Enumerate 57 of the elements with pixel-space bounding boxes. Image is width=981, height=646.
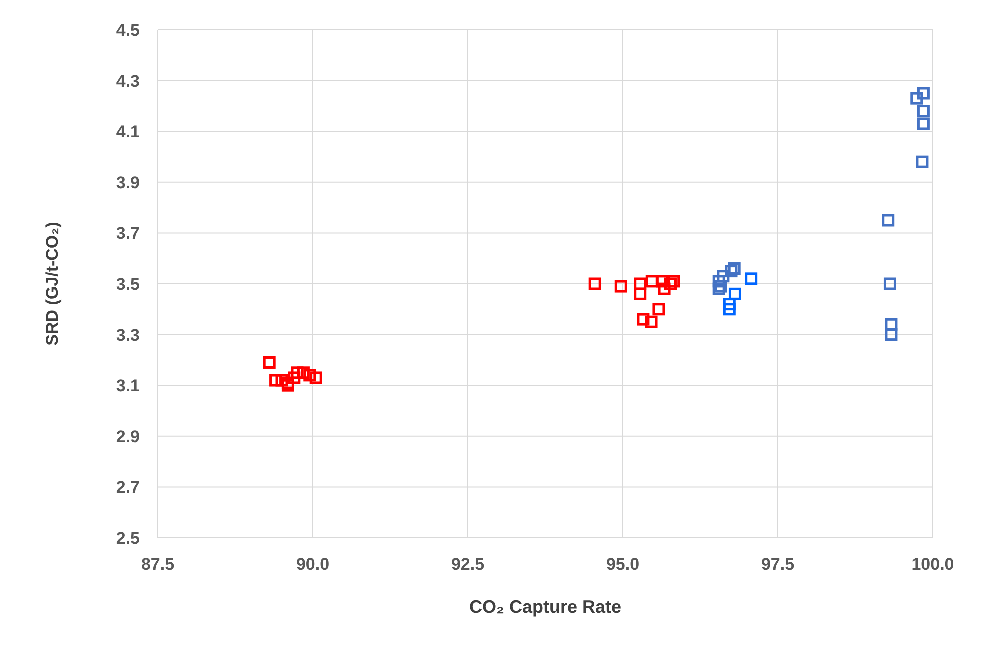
point [712, 282, 726, 296]
y-tick-label: 4.3 [116, 72, 140, 91]
point [884, 278, 896, 290]
point [728, 262, 741, 276]
point [885, 328, 898, 342]
y-tick-label: 2.5 [116, 529, 140, 548]
x-tick-label: 95.0 [606, 555, 640, 574]
y-tick-label: 3.7 [116, 224, 140, 244]
point [288, 372, 301, 384]
point [276, 374, 288, 387]
point [664, 278, 677, 290]
y-axis-title: SRD (GJ/t-CO₂) [43, 222, 62, 346]
point [712, 275, 726, 288]
point [745, 272, 758, 286]
y-tick-label: 3.5 [116, 275, 140, 294]
y-tick-label: 3.3 [116, 326, 140, 345]
point [885, 318, 898, 331]
point [668, 275, 680, 288]
y-tick-label: 3.1 [116, 376, 140, 396]
point [658, 282, 671, 296]
point [614, 280, 628, 293]
point [646, 275, 658, 288]
point [291, 366, 304, 380]
x-axis-title: CO₂ Capture Rate [469, 597, 622, 617]
point [263, 356, 276, 369]
point [917, 87, 930, 100]
point [717, 270, 730, 283]
point [634, 278, 647, 290]
y-tick-label: 4.1 [116, 122, 140, 142]
point [297, 366, 310, 380]
point [652, 303, 666, 316]
point [714, 280, 728, 293]
point [304, 369, 316, 382]
point [916, 156, 929, 168]
point [882, 214, 895, 227]
point [917, 118, 930, 130]
point [637, 313, 650, 326]
point [310, 372, 322, 384]
point [588, 278, 602, 290]
point [728, 288, 742, 300]
x-tick-label: 92.5 [451, 555, 485, 574]
x-tick-label: 97.5 [761, 555, 795, 574]
x-tick-label: 100.0 [912, 555, 954, 574]
y-tick-label: 3.9 [116, 173, 140, 192]
point [634, 288, 647, 300]
point [270, 374, 282, 387]
point [723, 303, 736, 316]
x-tick-label: 87.5 [141, 555, 175, 574]
y-tick-label: 2.9 [116, 427, 140, 446]
point [917, 105, 930, 118]
point [910, 92, 924, 105]
point [725, 265, 738, 278]
x-tick-label: 90.0 [296, 555, 330, 574]
point [645, 316, 658, 328]
point [723, 298, 736, 311]
y-tick-label: 4.5 [116, 21, 140, 40]
y-tick-label: 2.7 [116, 478, 140, 498]
